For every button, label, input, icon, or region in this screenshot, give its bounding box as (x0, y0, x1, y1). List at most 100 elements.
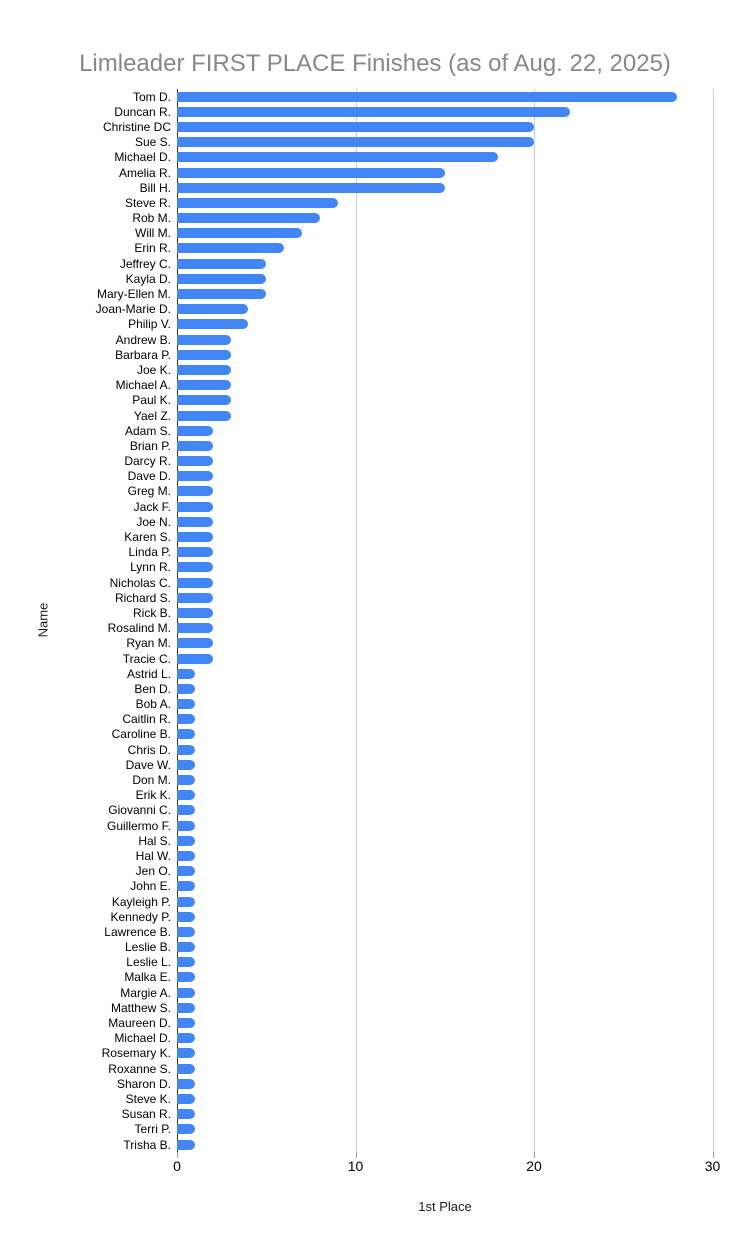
bar-row: Trisha B. (123, 1137, 735, 1152)
category-label: Bill H. (139, 180, 171, 195)
bar (177, 137, 534, 148)
category-label: Will M. (135, 226, 171, 241)
bar-row: Mary-Ellen M. (97, 286, 735, 301)
bar (177, 987, 195, 998)
bar-row: Hal S. (138, 833, 735, 848)
category-label: Chris D. (127, 742, 171, 757)
bar (177, 1002, 195, 1013)
bar-row: Lawrence B. (104, 924, 735, 939)
category-label: Caroline B. (111, 727, 171, 742)
bar-row: Michael A. (116, 378, 735, 393)
bar-row: Paul K. (132, 393, 735, 408)
bar (177, 106, 570, 117)
bar (177, 334, 231, 345)
category-label: Andrew B. (115, 332, 171, 347)
category-label: Maureen D. (108, 1016, 171, 1031)
bar-row: Rick B. (133, 605, 735, 620)
bar (177, 790, 195, 801)
bar-row: Bob A. (136, 697, 735, 712)
category-label: Jeffrey C. (119, 256, 171, 271)
bar-row: Kayla D. (126, 271, 735, 286)
bar (177, 167, 445, 178)
x-axis-tick-labels: 0 10 20 30 (0, 1158, 750, 1178)
chart-title: Limleader FIRST PLACE Finishes (as of Au… (79, 50, 671, 77)
bar-row: Leslie L. (126, 955, 735, 970)
bar (177, 364, 231, 375)
bar (177, 501, 213, 512)
category-label: Paul K. (132, 393, 171, 408)
category-label: Susan R. (121, 1107, 171, 1122)
bar (177, 213, 320, 224)
bar-row: Roxanne S. (108, 1061, 735, 1076)
bar-row: Margie A. (120, 985, 735, 1000)
category-label: Brian P. (129, 438, 171, 453)
category-label: Sue S. (134, 135, 171, 150)
bar-row: Jack F. (134, 499, 735, 514)
bar-row: Caitlin R. (122, 712, 735, 727)
bar (177, 380, 231, 391)
gridline (355, 89, 357, 1152)
category-label: Darcy R. (124, 454, 171, 469)
category-label: Giovanni C. (108, 803, 171, 818)
bar-row: Chris D. (128, 742, 735, 757)
gridline (712, 89, 714, 1152)
bar (177, 714, 195, 725)
bar (177, 1033, 195, 1044)
bar (177, 258, 267, 269)
bar-row: Sharon D. (117, 1076, 735, 1091)
bar (177, 1078, 195, 1089)
bar-row: Andrew B. (116, 332, 735, 347)
category-label: Caitlin R. (122, 712, 171, 727)
category-label: Karen S. (124, 530, 171, 545)
bar (177, 91, 677, 102)
bar-row: Dave D. (128, 469, 735, 484)
bar-row: Terri P. (135, 1122, 735, 1137)
bar (177, 820, 195, 831)
category-label: Kennedy P. (110, 909, 172, 924)
bar (177, 425, 213, 436)
bar-row: Astrid L. (127, 666, 735, 681)
bar-row: Don M. (132, 772, 735, 787)
bar-row: Jeffrey C. (120, 256, 735, 271)
category-label: Ben D. (134, 681, 171, 696)
bar-row: Amelia R. (119, 165, 735, 180)
bar-row: Karen S. (124, 529, 735, 544)
bar-rows-layer: Tom D. Duncan R. Christine DC Sue S. Michael… (96, 89, 735, 1152)
bar (177, 152, 499, 163)
bar (177, 304, 249, 315)
bar-row: Matthew S. (111, 1000, 735, 1015)
category-label: Steve R. (124, 195, 171, 210)
bar-row: Caroline B. (112, 727, 735, 742)
bar-row: Will M. (135, 226, 735, 241)
category-label: Leslie L. (126, 955, 171, 970)
bar (177, 1124, 195, 1135)
category-label: Joan-Marie D. (95, 302, 171, 317)
category-label: Astrid L. (126, 666, 171, 681)
bar-row: Sue S. (135, 135, 735, 150)
bar-row: Michael D. (114, 150, 735, 165)
bar-row: Tom D. (133, 89, 735, 104)
bar (177, 456, 213, 467)
category-label: Tracie C. (122, 651, 171, 666)
bar (177, 668, 195, 679)
category-label: Lynn R. (130, 560, 171, 575)
category-label: Steve K. (125, 1091, 171, 1106)
category-label: Ryan M. (126, 636, 171, 651)
bar (177, 395, 231, 406)
bar-row: Kayleigh P. (112, 894, 735, 909)
bar-row: Duncan R. (114, 104, 735, 119)
category-label: Philip V. (128, 317, 171, 332)
bar (177, 1139, 195, 1150)
bar-row: Steve K. (126, 1091, 735, 1106)
category-label: Roxanne S. (108, 1061, 171, 1076)
bar (177, 273, 267, 284)
bar-row: Rosemary K. (102, 1046, 735, 1061)
category-label: Joe K. (136, 362, 171, 377)
category-label: Dave W. (125, 757, 171, 772)
bar-row: Philip V. (128, 317, 735, 332)
bar-row: Leslie B. (125, 940, 735, 955)
bar-row: Barbara P. (115, 347, 735, 362)
bar (177, 866, 195, 877)
bar-row: Darcy R. (124, 454, 735, 469)
bar (177, 835, 195, 846)
